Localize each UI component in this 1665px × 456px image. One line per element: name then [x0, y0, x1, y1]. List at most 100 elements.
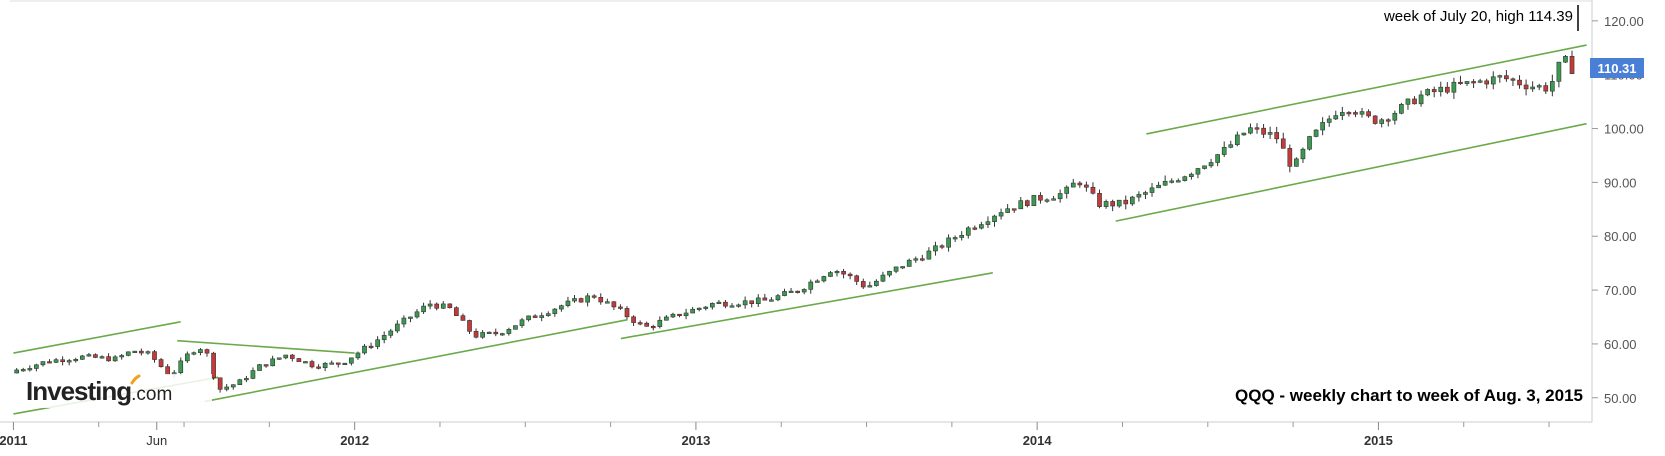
candle-up — [1399, 103, 1404, 114]
candle-up — [664, 316, 669, 321]
time-tick-label-2013: 2013 — [681, 433, 710, 448]
candle-up — [526, 315, 531, 321]
candle-up — [1307, 136, 1312, 150]
candle-down — [1431, 89, 1437, 93]
price-tick-label: 80.00 — [1604, 229, 1637, 244]
candle-up — [1149, 187, 1155, 193]
candle-down — [1110, 201, 1115, 207]
candle-down — [939, 245, 945, 248]
candle-up — [381, 335, 387, 341]
candle-up — [486, 331, 492, 334]
high-annotation: week of July 20, high 114.39 — [1383, 5, 1579, 31]
candle-down — [1254, 127, 1260, 130]
candle-up — [729, 305, 735, 308]
candle-up — [716, 301, 722, 304]
candle-down — [152, 351, 157, 360]
candle-up — [1136, 194, 1142, 198]
candle-up — [66, 360, 72, 363]
candle-up — [992, 215, 997, 222]
candle-up — [900, 266, 905, 269]
candle-up — [1182, 176, 1188, 181]
candle-up — [513, 325, 518, 330]
candle-down — [47, 361, 52, 364]
candle-down — [60, 359, 65, 363]
candle-up — [40, 361, 46, 366]
candle-down — [1346, 112, 1352, 115]
time-tick-label-2012: 2012 — [340, 433, 369, 448]
candle-down — [860, 281, 866, 288]
candle-down — [1038, 195, 1043, 201]
candle-down — [637, 322, 643, 325]
candle-up — [250, 370, 256, 379]
candle-up — [1116, 199, 1122, 207]
trendline-4 — [204, 318, 628, 403]
candle-down — [1366, 111, 1371, 117]
candle-up — [1031, 195, 1037, 206]
candle-up — [322, 362, 328, 369]
trendline-3 — [177, 339, 355, 354]
candle-up — [480, 332, 485, 338]
candle-down — [106, 356, 111, 362]
candle-up — [191, 352, 197, 355]
candle-down — [309, 361, 315, 368]
candle-up — [1556, 61, 1562, 82]
candle-down — [1372, 115, 1378, 124]
candle-down — [1458, 81, 1463, 85]
candle-down — [1484, 80, 1490, 85]
candle-up — [401, 317, 407, 325]
candle-down — [578, 298, 584, 303]
candle-down — [591, 295, 597, 298]
price-tick-label: 50.00 — [1604, 391, 1637, 406]
candle-up — [1379, 119, 1385, 124]
candle-up — [893, 266, 899, 272]
candle-down — [847, 273, 853, 277]
candle-up — [565, 300, 571, 306]
candle-down — [618, 306, 623, 309]
candle-up — [408, 316, 413, 319]
candle-up — [506, 329, 512, 334]
candle-up — [952, 237, 958, 240]
candle-up — [1103, 201, 1109, 207]
candle-down — [611, 301, 617, 308]
candle-up — [394, 323, 400, 332]
trendline-1 — [13, 321, 181, 354]
candle-up — [342, 362, 348, 366]
candle-up — [775, 295, 781, 301]
candle-up — [414, 311, 420, 318]
candle-up — [1294, 158, 1299, 167]
candle-up — [145, 351, 151, 354]
candle-down — [454, 307, 459, 317]
candle-up — [1313, 129, 1319, 137]
candle-up — [1549, 81, 1555, 92]
candle-up — [959, 234, 965, 238]
candle-down — [165, 366, 170, 376]
candle-up — [421, 305, 426, 313]
candle-up — [20, 369, 26, 372]
candle-up — [276, 357, 282, 360]
candle-up — [913, 258, 919, 261]
candle-up — [933, 245, 938, 252]
candle-down — [1523, 84, 1529, 90]
chart-title: QQQ - weekly chart to week of Aug. 3, 20… — [1235, 386, 1583, 405]
logo-backdrop — [22, 374, 212, 408]
candle-up — [519, 319, 525, 326]
candle-down — [211, 352, 216, 379]
candle-up — [1477, 80, 1483, 83]
candle-up — [1070, 182, 1076, 188]
candle-up — [683, 312, 689, 317]
candle-down — [1385, 119, 1391, 122]
candle-up — [1175, 180, 1181, 183]
candle-down — [854, 275, 860, 282]
candle-up — [1162, 180, 1168, 186]
candle-up — [427, 303, 433, 307]
candle-up — [979, 224, 984, 229]
candle-up — [1169, 180, 1175, 183]
candle-up — [926, 250, 932, 260]
candle-up — [1208, 162, 1214, 167]
candle-down — [1504, 75, 1509, 80]
candle-up — [34, 364, 39, 369]
current-price-badge: 110.31 — [1590, 58, 1644, 78]
candle-up — [349, 357, 354, 364]
price-tick-label: 100.00 — [1604, 122, 1644, 137]
